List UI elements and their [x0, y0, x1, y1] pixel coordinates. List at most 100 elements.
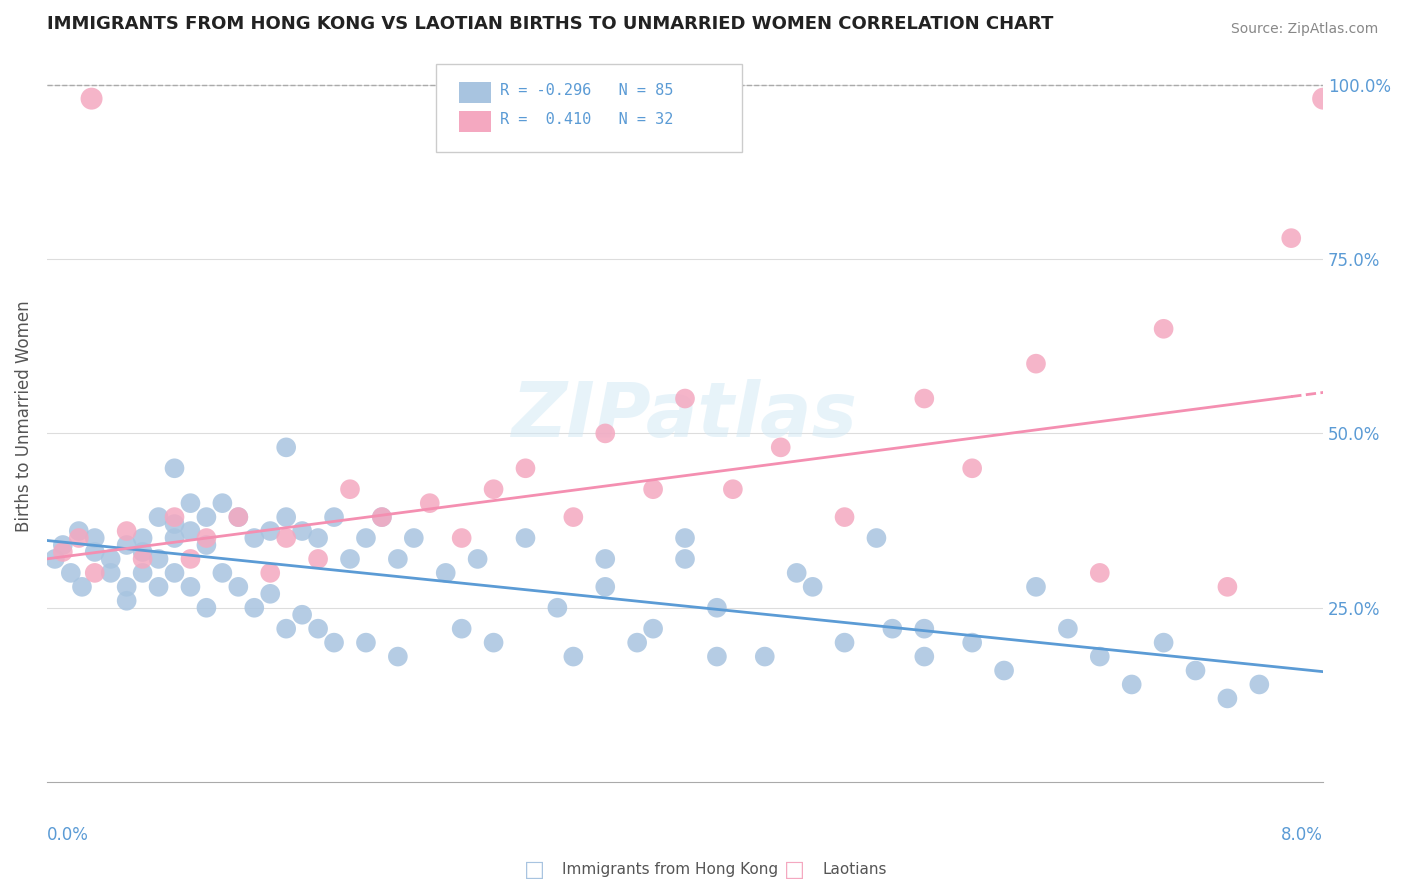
Point [179, 580, 201, 594]
Point [593, 580, 616, 594]
Point [163, 510, 186, 524]
Point [882, 622, 904, 636]
Point [387, 649, 409, 664]
Point [276, 622, 298, 636]
Point [83, 566, 105, 580]
Point [562, 510, 585, 524]
Point [1153, 635, 1175, 649]
Point [1153, 322, 1175, 336]
Point [371, 510, 394, 524]
Point [259, 587, 281, 601]
Point [912, 622, 935, 636]
Point [163, 566, 186, 580]
Point [1216, 691, 1239, 706]
Y-axis label: Births to Unmarried Women: Births to Unmarried Women [15, 301, 32, 532]
Point [195, 510, 218, 524]
Point [643, 622, 665, 636]
Point [276, 510, 298, 524]
Text: IMMIGRANTS FROM HONG KONG VS LAOTIAN BIRTHS TO UNMARRIED WOMEN CORRELATION CHART: IMMIGRANTS FROM HONG KONG VS LAOTIAN BIR… [46, 15, 1053, 33]
Point [769, 441, 792, 455]
Point [912, 392, 935, 406]
Point [259, 524, 281, 538]
Point [402, 531, 425, 545]
Point [179, 496, 201, 510]
Text: R = -0.296   N = 85: R = -0.296 N = 85 [501, 83, 673, 97]
Point [786, 566, 808, 580]
Point [912, 649, 935, 664]
Point [211, 496, 233, 510]
Point [52, 538, 75, 552]
Point [243, 600, 266, 615]
Point [419, 496, 441, 510]
Point [276, 441, 298, 455]
Point [1249, 677, 1271, 691]
Text: Laotians: Laotians [823, 863, 887, 877]
Point [100, 566, 122, 580]
Point [1057, 622, 1080, 636]
Point [434, 566, 457, 580]
Text: R =  0.410   N = 32: R = 0.410 N = 32 [501, 112, 673, 127]
Point [243, 531, 266, 545]
Point [67, 531, 90, 545]
Point [228, 510, 250, 524]
Point [148, 510, 170, 524]
Point [228, 580, 250, 594]
Point [706, 649, 728, 664]
Point [1121, 677, 1143, 691]
Point [1088, 649, 1111, 664]
Point [195, 531, 218, 545]
Point [1279, 231, 1302, 245]
Point [1025, 580, 1047, 594]
Point [163, 531, 186, 545]
Point [1025, 357, 1047, 371]
Point [70, 580, 93, 594]
Point [179, 552, 201, 566]
Point [482, 635, 505, 649]
Point [67, 524, 90, 538]
Text: 0.0%: 0.0% [46, 826, 89, 844]
Point [546, 600, 568, 615]
Point [291, 524, 314, 538]
Point [52, 545, 75, 559]
Point [354, 531, 377, 545]
Point [100, 552, 122, 566]
Point [228, 510, 250, 524]
FancyBboxPatch shape [460, 82, 491, 103]
Point [291, 607, 314, 622]
Point [179, 524, 201, 538]
Point [515, 461, 537, 475]
FancyBboxPatch shape [436, 64, 742, 153]
Point [562, 649, 585, 664]
Point [307, 622, 329, 636]
Point [960, 461, 983, 475]
Point [450, 531, 472, 545]
Point [339, 552, 361, 566]
Point [834, 510, 856, 524]
Point [115, 538, 138, 552]
Point [148, 580, 170, 594]
Point [515, 531, 537, 545]
Point [865, 531, 887, 545]
Point [115, 594, 138, 608]
Point [371, 510, 394, 524]
Point [83, 545, 105, 559]
Point [960, 635, 983, 649]
Point [323, 635, 346, 649]
Point [482, 482, 505, 496]
Point [593, 552, 616, 566]
Point [467, 552, 489, 566]
Text: □: □ [785, 860, 804, 880]
Point [1184, 664, 1206, 678]
Point [1312, 92, 1334, 106]
Point [131, 545, 153, 559]
Point [195, 600, 218, 615]
Text: 8.0%: 8.0% [1281, 826, 1323, 844]
Point [721, 482, 744, 496]
Point [673, 531, 696, 545]
FancyBboxPatch shape [460, 112, 491, 132]
Text: □: □ [524, 860, 544, 880]
Text: Source: ZipAtlas.com: Source: ZipAtlas.com [1230, 22, 1378, 37]
Point [673, 392, 696, 406]
Point [593, 426, 616, 441]
Point [706, 600, 728, 615]
